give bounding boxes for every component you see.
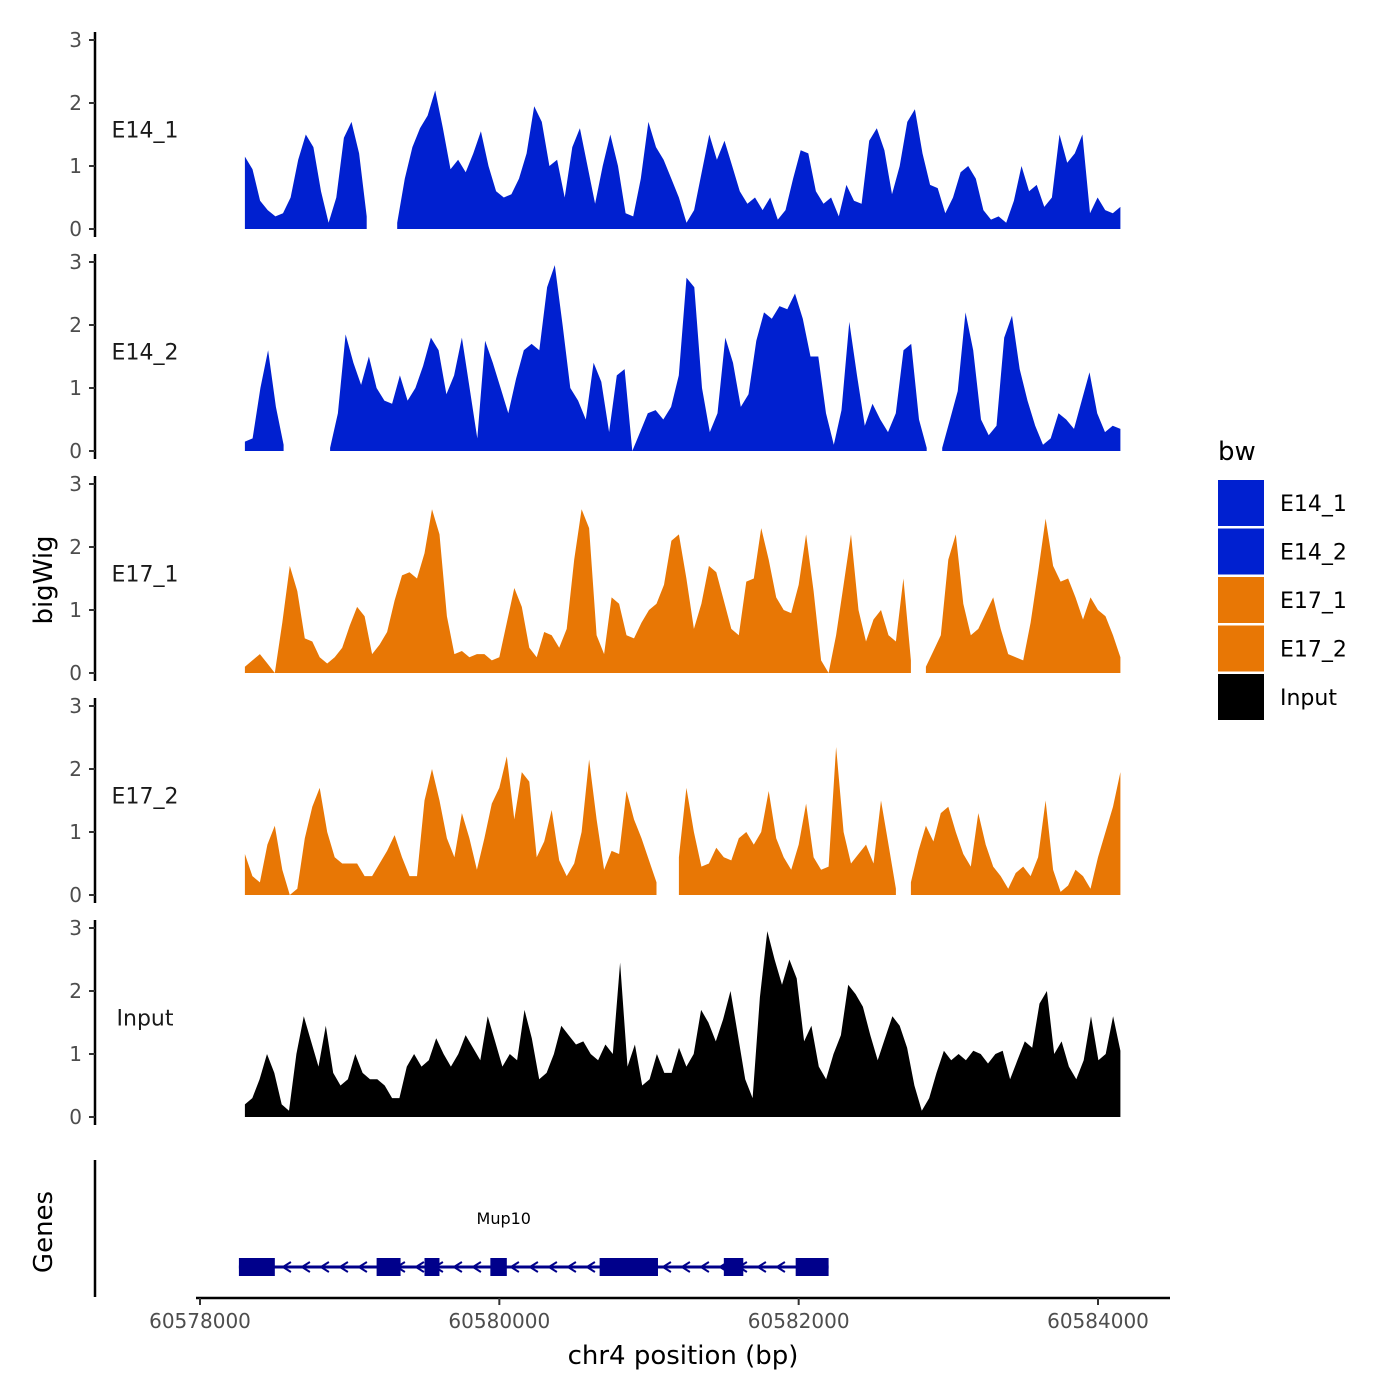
track-label: Input [117,1007,174,1032]
gene-exon [238,1258,275,1276]
strand-arrow [452,1261,463,1273]
coverage-area [244,509,911,673]
strand-arrow [281,1261,292,1273]
coverage-area [910,772,1121,895]
gene-mup10: Mup10 [238,1209,829,1276]
y-tick-label: 1 [69,598,82,622]
strand-arrow [509,1261,520,1273]
x-axis-title: chr4 position (bp) [568,1341,799,1371]
y-tick-label: 2 [69,757,82,781]
track-label: E14_1 [112,119,179,144]
track-label: E17_2 [112,785,179,810]
strand-arrow [319,1261,330,1273]
y-tick-label: 2 [69,979,82,1003]
legend-label: E14_2 [1280,541,1347,566]
y-tick-label: 1 [69,820,82,844]
strand-arrow [585,1261,596,1273]
x-axis: 60578000 60580000 60582000 60584000 [149,1296,1170,1333]
legend-label: E17_1 [1280,589,1347,614]
legend: E14_1 E14_2 E17_1 E17_2 Input [1218,480,1347,720]
strand-arrow [338,1261,349,1273]
legend-label: Input [1280,686,1337,711]
legend-swatch [1218,528,1264,575]
y-tick-label: 2 [69,313,82,337]
coverage-area [244,350,284,451]
gene-exon [490,1258,507,1276]
track-e14-1: 0 1 2 3 E14_1 [69,28,1121,241]
y-tick-label: 2 [69,535,82,559]
gene-exon [376,1258,401,1276]
track-e17-2: 0 1 2 3 E17_2 [69,694,1121,907]
strand-arrow [471,1261,482,1273]
legend-swatch [1218,625,1264,672]
strand-arrow [680,1261,691,1273]
y-tick-label: 3 [69,250,82,274]
strand-arrow [756,1261,767,1273]
genes-panel-title: Genes [29,1191,59,1273]
y-tick-label: 2 [69,91,82,115]
track-label: E17_1 [112,563,179,588]
strand-arrow [300,1261,311,1273]
legend-swatch [1218,577,1264,623]
y-tick-label: 1 [69,154,82,178]
y-tick-label: 3 [69,472,82,496]
y-tick-label: 1 [69,1042,82,1066]
track-e17-1: 0 1 2 3 E17_1 [69,472,1121,685]
coverage-area [942,312,1121,451]
legend-title: bw [1218,437,1256,467]
tracks-layer: 0 1 2 3 E14_1 0 1 2 3 E14_2 0 1 2 3 E17_1 0 1 2 3 E17_2 0 1 2 3… [69,28,1121,1129]
legend-swatch [1218,480,1264,526]
gene-exon [424,1258,440,1276]
coverage-area [330,265,927,451]
strand-arrow [661,1261,672,1273]
y-tick-label: 0 [69,661,82,685]
coverage-area [925,518,1121,673]
strand-arrow [357,1261,368,1273]
legend-label: E17_2 [1280,638,1347,663]
track-e14-2: 0 1 2 3 E14_2 [69,250,1121,463]
gene-name-label: Mup10 [477,1209,531,1228]
y-axis-title: bigWig [29,535,59,624]
x-tick-label: 60578000 [149,1309,251,1333]
y-tick-label: 0 [69,1105,82,1129]
gene-exon [723,1258,744,1276]
y-tick-label: 1 [69,376,82,400]
legend-swatch [1218,674,1264,720]
strand-arrow [566,1261,577,1273]
track-input: 0 1 2 3 Input [69,916,1121,1129]
strand-arrow [699,1261,710,1273]
y-tick-label: 3 [69,916,82,940]
strand-arrow [547,1261,558,1273]
x-tick-label: 60580000 [448,1309,550,1333]
track-label: E14_2 [112,341,179,366]
x-tick-label: 60582000 [748,1309,850,1333]
strand-arrow [775,1261,786,1273]
coverage-area [678,747,896,895]
y-tick-label: 0 [69,883,82,907]
coverage-area [244,931,1121,1117]
strand-arrow [528,1261,539,1273]
y-tick-label: 0 [69,439,82,463]
strand-arrow [414,1261,425,1273]
legend-label: E14_1 [1280,492,1347,517]
genes-layer: Mup10 [93,1160,829,1297]
coverage-area [397,90,1121,230]
y-tick-label: 0 [69,217,82,241]
coverage-area [244,756,657,895]
coverage-area [244,121,367,229]
gene-exon [795,1258,829,1276]
x-tick-label: 60584000 [1047,1309,1149,1333]
gene-exon [599,1258,658,1276]
y-tick-label: 3 [69,694,82,718]
y-tick-label: 3 [69,28,82,52]
